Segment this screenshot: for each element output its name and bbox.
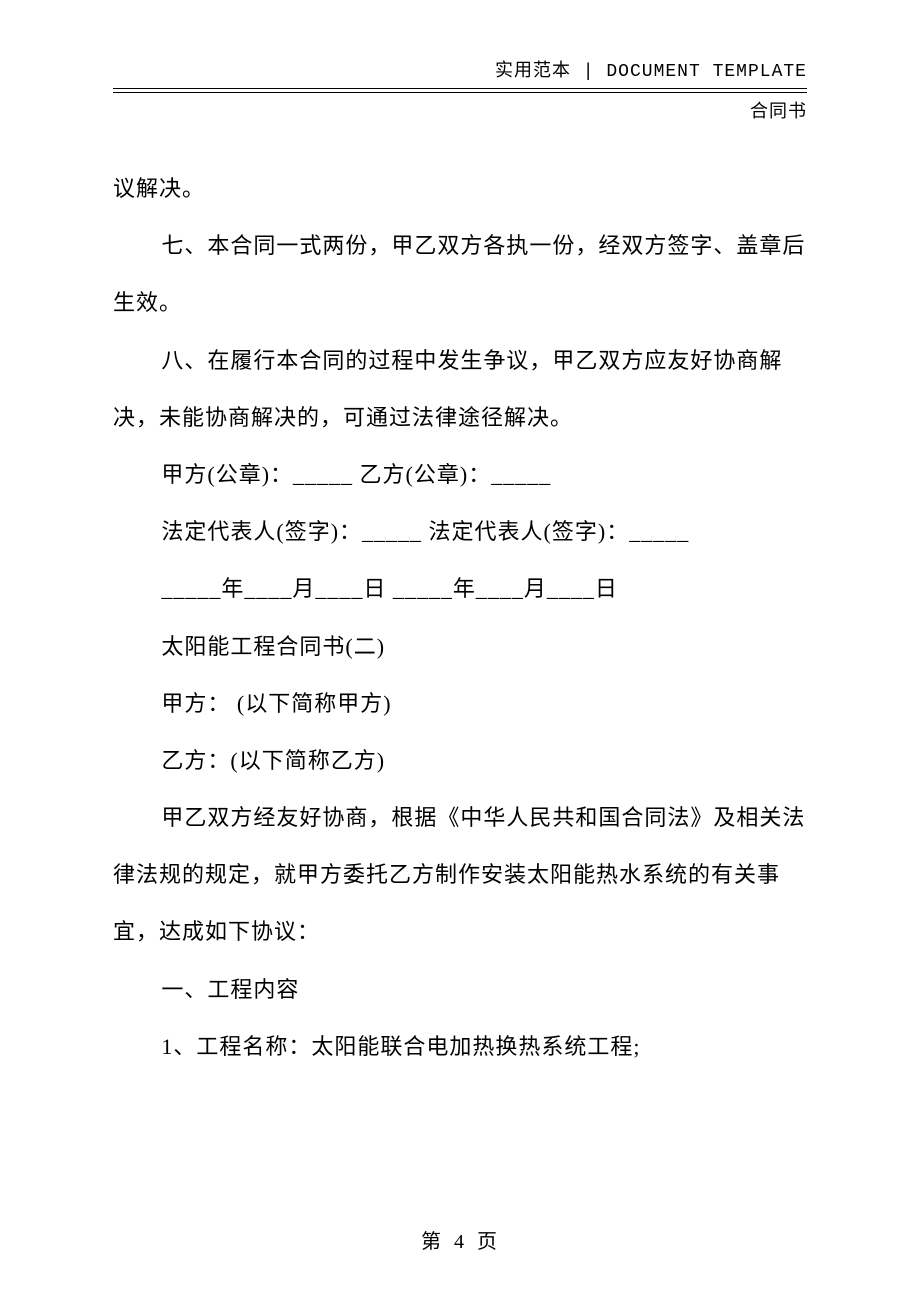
body-paragraph: _____年____月____日 _____年____月____日 [113,560,807,617]
footer-prefix: 第 [421,1231,443,1253]
body-paragraph: 太阳能工程合同书(二) [113,618,807,675]
body-paragraph: 1、工程名称：太阳能联合电加热换热系统工程; [113,1018,807,1075]
body-paragraph: 乙方：(以下简称乙方) [113,732,807,789]
body-paragraph: 议解决。 [113,160,807,217]
body-paragraph: 七、本合同一式两份，甲乙双方各执一份，经双方签字、盖章后生效。 [113,217,807,331]
page-footer: 第 4 页 [0,1225,920,1254]
footer-suffix: 页 [477,1231,499,1253]
body-paragraph: 法定代表人(签字)：_____ 法定代表人(签字)：_____ [113,503,807,560]
page-header: 实用范本 | DOCUMENT TEMPLATE 合同书 [113,56,807,123]
header-title-line1: 实用范本 | DOCUMENT TEMPLATE [113,56,807,84]
document-body: 议解决。 七、本合同一式两份，甲乙双方各执一份，经双方签字、盖章后生效。 八、在… [113,160,807,1075]
body-paragraph: 一、工程内容 [113,961,807,1018]
header-title-line2: 合同书 [113,97,807,123]
header-rule-bottom [113,92,807,93]
body-paragraph: 八、在履行本合同的过程中发生争议，甲乙双方应友好协商解决，未能协商解决的，可通过… [113,332,807,446]
body-paragraph: 甲乙双方经友好协商，根据《中华人民共和国合同法》及相关法律法规的规定，就甲方委托… [113,789,807,961]
page: 实用范本 | DOCUMENT TEMPLATE 合同书 议解决。 七、本合同一… [0,0,920,1302]
body-paragraph: 甲方： (以下简称甲方) [113,675,807,732]
header-rule-top [113,88,807,89]
body-paragraph: 甲方(公章)：_____ 乙方(公章)：_____ [113,446,807,503]
footer-page-number: 4 [454,1231,466,1253]
